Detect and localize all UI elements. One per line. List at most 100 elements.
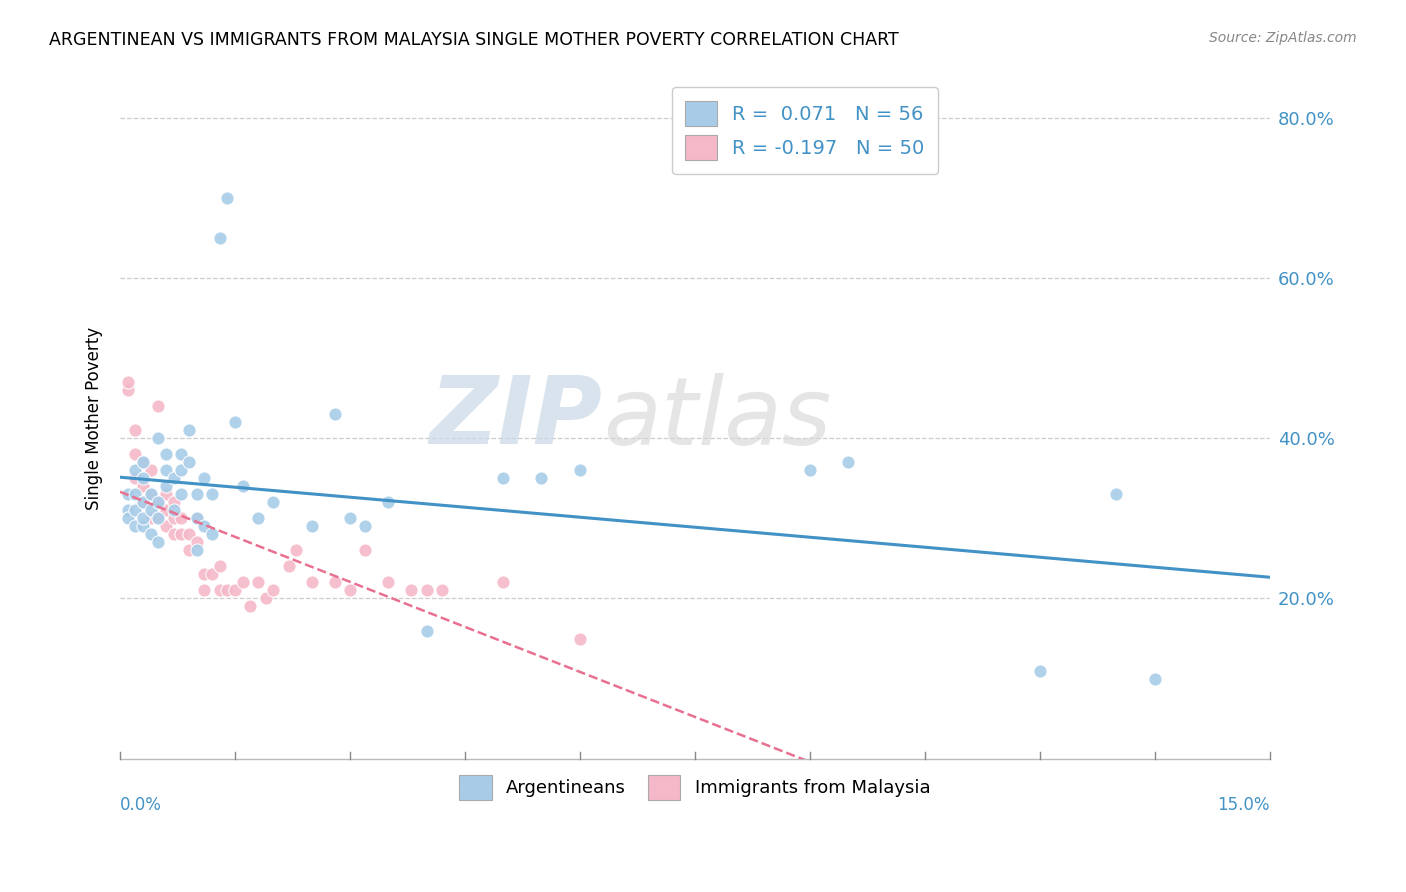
- Point: [170, 511, 193, 525]
- Point: [492, 575, 515, 590]
- Point: [162, 527, 184, 541]
- Point: [139, 487, 162, 501]
- Text: atlas: atlas: [603, 373, 831, 464]
- Point: [208, 559, 231, 574]
- Point: [224, 583, 246, 598]
- Text: ARGENTINEAN VS IMMIGRANTS FROM MALAYSIA SINGLE MOTHER POVERTY CORRELATION CHART: ARGENTINEAN VS IMMIGRANTS FROM MALAYSIA …: [49, 31, 898, 49]
- Point: [339, 511, 361, 525]
- Point: [124, 471, 146, 485]
- Point: [132, 511, 155, 525]
- Point: [155, 479, 177, 493]
- Point: [301, 575, 323, 590]
- Point: [148, 495, 170, 509]
- Point: [339, 583, 361, 598]
- Point: [132, 519, 155, 533]
- Point: [239, 599, 262, 614]
- Point: [208, 231, 231, 245]
- Point: [217, 583, 239, 598]
- Point: [170, 447, 193, 461]
- Point: [139, 511, 162, 525]
- Point: [132, 495, 155, 509]
- Point: [117, 375, 139, 389]
- Point: [155, 463, 177, 477]
- Point: [530, 471, 553, 485]
- Point: [492, 471, 515, 485]
- Point: [148, 495, 170, 509]
- Point: [124, 447, 146, 461]
- Point: [155, 503, 177, 517]
- Point: [246, 575, 269, 590]
- Point: [139, 487, 162, 501]
- Point: [170, 463, 193, 477]
- Point: [117, 487, 139, 501]
- Point: [415, 624, 437, 638]
- Point: [1028, 664, 1050, 678]
- Point: [354, 519, 377, 533]
- Point: [132, 455, 155, 469]
- Point: [117, 503, 139, 517]
- Point: [170, 487, 193, 501]
- Point: [132, 479, 155, 493]
- Text: Source: ZipAtlas.com: Source: ZipAtlas.com: [1209, 31, 1357, 45]
- Point: [155, 447, 177, 461]
- Point: [232, 575, 254, 590]
- Point: [148, 399, 170, 413]
- Point: [132, 455, 155, 469]
- Point: [155, 519, 177, 533]
- Point: [568, 632, 591, 646]
- Text: 15.0%: 15.0%: [1218, 797, 1270, 814]
- Point: [117, 511, 139, 525]
- Point: [193, 519, 215, 533]
- Point: [124, 487, 146, 501]
- Point: [262, 583, 284, 598]
- Point: [148, 535, 170, 549]
- Text: 0.0%: 0.0%: [120, 797, 162, 814]
- Point: [124, 503, 146, 517]
- Point: [177, 543, 200, 558]
- Point: [132, 471, 155, 485]
- Point: [124, 519, 146, 533]
- Point: [201, 487, 224, 501]
- Point: [246, 511, 269, 525]
- Point: [201, 567, 224, 582]
- Point: [186, 487, 208, 501]
- Legend: Argentineans, Immigrants from Malaysia: Argentineans, Immigrants from Malaysia: [451, 768, 938, 807]
- Point: [148, 511, 170, 525]
- Point: [377, 575, 399, 590]
- Point: [262, 495, 284, 509]
- Point: [285, 543, 308, 558]
- Text: ZIP: ZIP: [430, 372, 603, 464]
- Point: [323, 407, 346, 421]
- Point: [177, 423, 200, 437]
- Point: [148, 431, 170, 445]
- Point: [117, 383, 139, 397]
- Point: [254, 591, 277, 606]
- Point: [177, 455, 200, 469]
- Point: [1143, 672, 1166, 686]
- Point: [193, 583, 215, 598]
- Point: [170, 527, 193, 541]
- Point: [162, 503, 184, 517]
- Point: [162, 471, 184, 485]
- Point: [837, 455, 859, 469]
- Point: [301, 519, 323, 533]
- Point: [415, 583, 437, 598]
- Y-axis label: Single Mother Poverty: Single Mother Poverty: [86, 326, 103, 509]
- Point: [354, 543, 377, 558]
- Point: [208, 583, 231, 598]
- Point: [139, 503, 162, 517]
- Point: [399, 583, 422, 598]
- Point: [799, 463, 821, 477]
- Point: [377, 495, 399, 509]
- Point: [277, 559, 299, 574]
- Point: [186, 511, 208, 525]
- Point: [1105, 487, 1128, 501]
- Point: [224, 415, 246, 429]
- Point: [186, 543, 208, 558]
- Point: [201, 527, 224, 541]
- Point: [217, 191, 239, 205]
- Point: [232, 479, 254, 493]
- Point: [193, 567, 215, 582]
- Point: [177, 527, 200, 541]
- Point: [155, 487, 177, 501]
